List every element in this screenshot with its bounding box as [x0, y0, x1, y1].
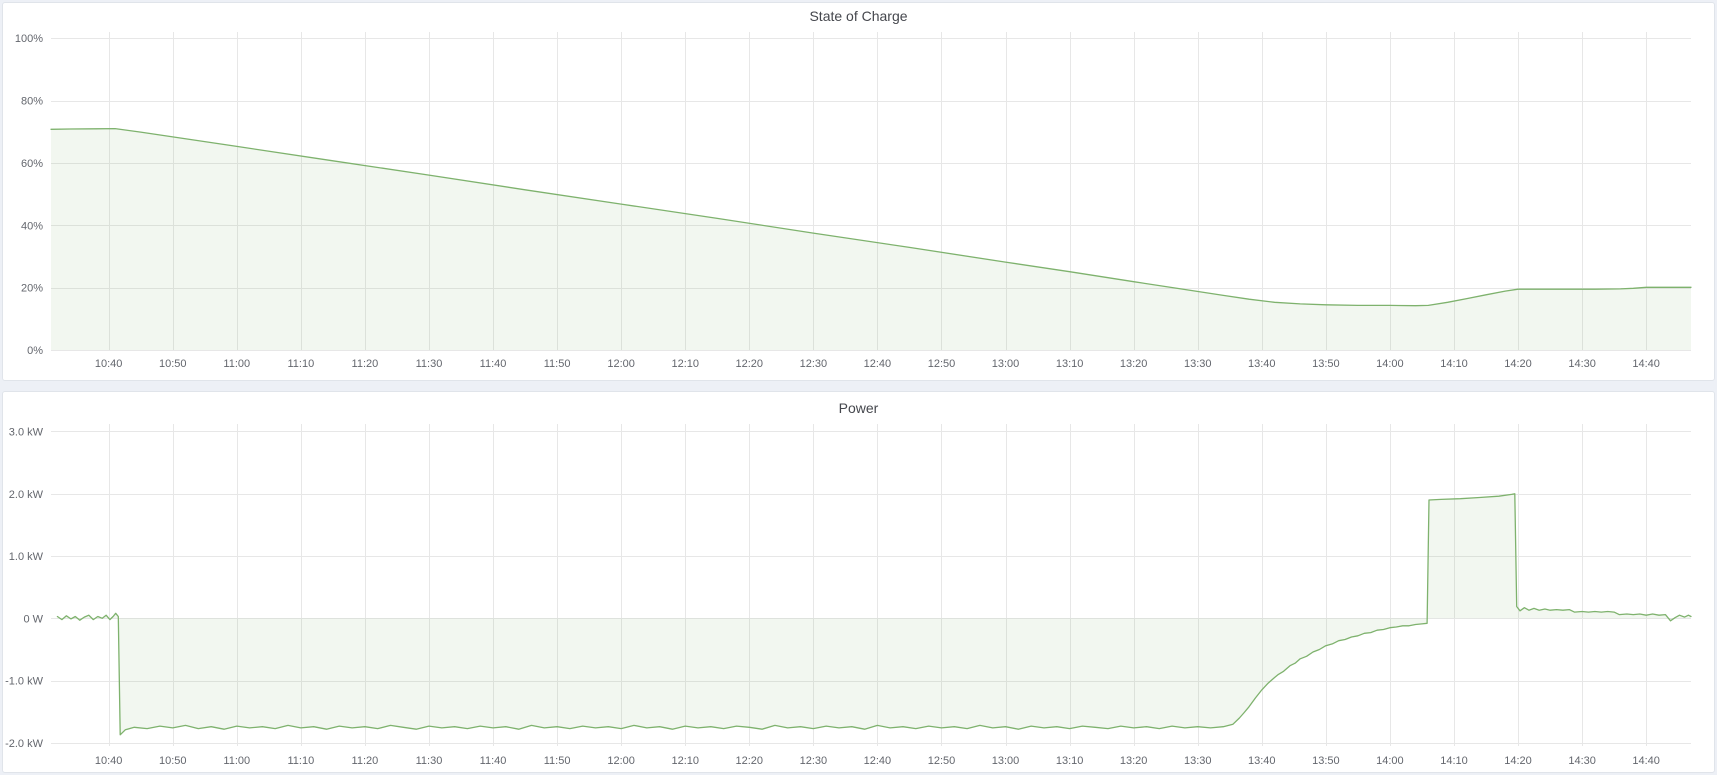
x-tick-label: 10:40	[95, 755, 123, 767]
y-tick-label: -2.0 kW	[5, 738, 44, 750]
x-tick-label: 13:30	[1184, 755, 1212, 767]
x-tick-label: 10:40	[95, 358, 123, 370]
panel-title-power[interactable]: Power	[838, 400, 879, 416]
x-tick-label: 14:30	[1568, 755, 1596, 767]
x-tick-label: 12:20	[736, 358, 764, 370]
x-tick-label: 12:40	[864, 755, 892, 767]
x-tick-label: 14:00	[1376, 755, 1404, 767]
x-tick-label: 10:50	[159, 755, 187, 767]
power-series-area	[57, 493, 1691, 735]
x-tick-label: 12:20	[736, 755, 764, 767]
y-tick-label: 3.0 kW	[9, 426, 44, 438]
x-tick-label: 11:20	[352, 755, 379, 767]
y-tick-label: 20%	[21, 283, 43, 295]
x-tick-label: 11:00	[223, 358, 250, 370]
x-tick-label: 13:50	[1312, 755, 1340, 767]
x-tick-label: 13:10	[1056, 755, 1084, 767]
x-tick-label: 13:00	[992, 755, 1020, 767]
x-tick-label: 12:50	[928, 358, 956, 370]
axis-labels: 3.0 kW 2.0 kW 1.0 kW 0 W -1.0 kW -2.0 kW 10:40…	[5, 426, 1660, 767]
y-tick-label: 40%	[21, 220, 43, 232]
x-tick-label: 12:30	[800, 755, 828, 767]
axis-labels: 100% 80% 60% 40% 20% 0% 10:40 10:50 11:00 11:10 11…	[15, 33, 1660, 370]
panel-power: Power 3.0 kW 2.0 kW 1.0 kW 0 W -1.0 kW -2.0 k…	[2, 391, 1715, 773]
x-tick-label: 13:20	[1120, 358, 1148, 370]
y-tick-label: 0%	[27, 345, 43, 357]
x-tick-label: 11:10	[287, 755, 314, 767]
x-tick-label: 14:20	[1504, 755, 1532, 767]
x-tick-label: 13:40	[1248, 358, 1276, 370]
x-tick-label: 14:20	[1504, 358, 1532, 370]
x-tick-label: 14:30	[1568, 358, 1596, 370]
x-tick-label: 11:10	[287, 358, 314, 370]
grid	[51, 424, 1691, 746]
y-tick-label: 2.0 kW	[9, 489, 44, 501]
x-tick-label: 12:00	[607, 358, 635, 370]
y-tick-label: 60%	[21, 158, 43, 170]
soc-series-line	[50, 127, 1692, 307]
x-tick-label: 12:10	[671, 755, 699, 767]
x-tick-label: 11:30	[416, 755, 443, 767]
x-tick-label: 13:30	[1184, 358, 1212, 370]
x-tick-label: 13:50	[1312, 358, 1340, 370]
soc-series-area	[51, 128, 1691, 350]
soc-chart[interactable]: 100% 80% 60% 40% 20% 0% 10:40 10:50 11:00 11:10 11…	[3, 22, 1715, 380]
x-tick-label: 13:40	[1248, 755, 1276, 767]
panel-state-of-charge: State of Charge 100% 80% 60% 40% 20% 0% 10:40 1…	[2, 2, 1715, 381]
x-tick-label: 11:40	[480, 755, 507, 767]
x-tick-label: 11:20	[352, 358, 379, 370]
y-tick-label: 1.0 kW	[9, 551, 44, 563]
x-tick-label: 13:00	[992, 358, 1020, 370]
x-tick-label: 10:50	[159, 358, 187, 370]
x-tick-label: 11:30	[416, 358, 443, 370]
x-tick-label: 14:40	[1632, 755, 1660, 767]
y-tick-label: 80%	[21, 96, 43, 108]
y-tick-label: 0 W	[23, 613, 43, 625]
y-tick-label: -1.0 kW	[5, 676, 44, 688]
x-tick-label: 11:40	[480, 358, 507, 370]
x-tick-label: 12:10	[671, 358, 699, 370]
panel-title-state-of-charge[interactable]: State of Charge	[809, 8, 908, 24]
x-tick-label: 12:30	[800, 358, 828, 370]
grid	[51, 32, 1691, 351]
x-tick-label: 12:00	[607, 755, 635, 767]
x-tick-label: 14:10	[1440, 755, 1468, 767]
x-tick-label: 14:00	[1376, 358, 1404, 370]
power-series-line	[56, 493, 1692, 736]
x-tick-label: 14:40	[1632, 358, 1660, 370]
x-tick-label: 13:20	[1120, 755, 1148, 767]
power-chart[interactable]: 3.0 kW 2.0 kW 1.0 kW 0 W -1.0 kW -2.0 kW 10:40…	[3, 416, 1715, 772]
x-tick-label: 12:40	[864, 358, 892, 370]
x-tick-label: 14:10	[1440, 358, 1468, 370]
x-tick-label: 13:10	[1056, 358, 1084, 370]
x-tick-label: 11:50	[544, 755, 571, 767]
x-tick-label: 11:00	[223, 755, 250, 767]
x-tick-label: 11:50	[544, 358, 571, 370]
x-tick-label: 12:50	[928, 755, 956, 767]
y-tick-label: 100%	[15, 33, 43, 45]
